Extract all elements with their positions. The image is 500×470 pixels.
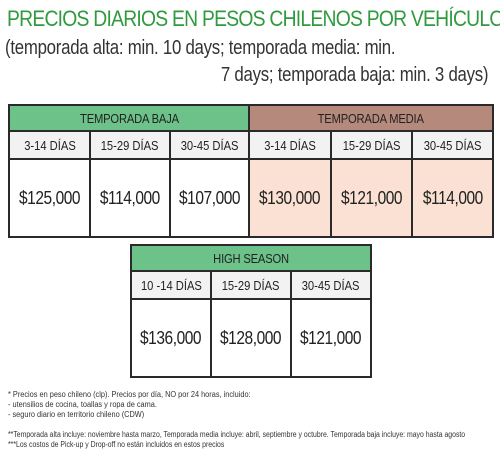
high-season-header: HIGH SEASON xyxy=(129,244,373,272)
footnote-line: - seguro diario en territorio chileno (C… xyxy=(8,410,145,419)
season-minimums-line-2: 7 days; temporada baja: min. 3 days) xyxy=(220,64,489,86)
page-title: PRECIOS DIARIOS EN PESOS CHILENOS POR VE… xyxy=(7,6,500,31)
mid-price-1: $130,000 xyxy=(248,158,332,238)
footnote-includes: * Precios en peso chileno (clp). Precios… xyxy=(8,390,251,420)
mid-price-3: $114,000 xyxy=(410,158,495,238)
price-table-low-mid: TEMPORADA BAJA TEMPORADA MEDIA 3-14 DÍAS… xyxy=(8,104,495,238)
footnote-line: * Precios en peso chileno (clp). Precios… xyxy=(8,390,251,399)
mid-range-3: 30-45 DÍAS xyxy=(410,130,495,160)
low-range-2: 15-29 DÍAS xyxy=(89,130,171,160)
mid-range-2: 15-29 DÍAS xyxy=(330,130,413,160)
footnote-line: **Temporada alta incluye: noviembre hast… xyxy=(8,430,466,439)
mid-range-1: 3-14 DÍAS xyxy=(248,130,332,160)
price-table-high: HIGH SEASON 10 -14 DÍAS 15-29 DÍAS 30-45… xyxy=(129,244,373,378)
mid-price-2: $121,000 xyxy=(330,158,413,238)
high-price-3: $121,000 xyxy=(289,298,373,378)
high-range-1: 10 -14 DÍAS xyxy=(130,270,212,300)
low-range-3: 30-45 DÍAS xyxy=(169,130,250,160)
high-price-2: $128,000 xyxy=(210,298,292,378)
season-minimums-line-1: (temporada alta: min. 10 days; temporada… xyxy=(5,37,396,59)
low-range-1: 3-14 DÍAS xyxy=(8,130,91,160)
low-price-1: $125,000 xyxy=(8,158,91,238)
low-season-header: TEMPORADA BAJA xyxy=(8,104,250,132)
low-price-2: $114,000 xyxy=(89,158,171,238)
high-range-2: 15-29 DÍAS xyxy=(210,270,292,300)
high-range-3: 30-45 DÍAS xyxy=(289,270,373,300)
footnote-seasons: **Temporada alta incluye: noviembre hast… xyxy=(8,430,465,450)
high-price-1: $136,000 xyxy=(130,298,212,378)
footnote-line: ***Los costos de Pick-up y Drop-off no e… xyxy=(8,440,225,449)
footnote-line: - utensilios de cocina, toallas y ropa d… xyxy=(8,400,157,409)
low-price-3: $107,000 xyxy=(169,158,250,238)
mid-season-header: TEMPORADA MEDIA xyxy=(247,104,495,132)
